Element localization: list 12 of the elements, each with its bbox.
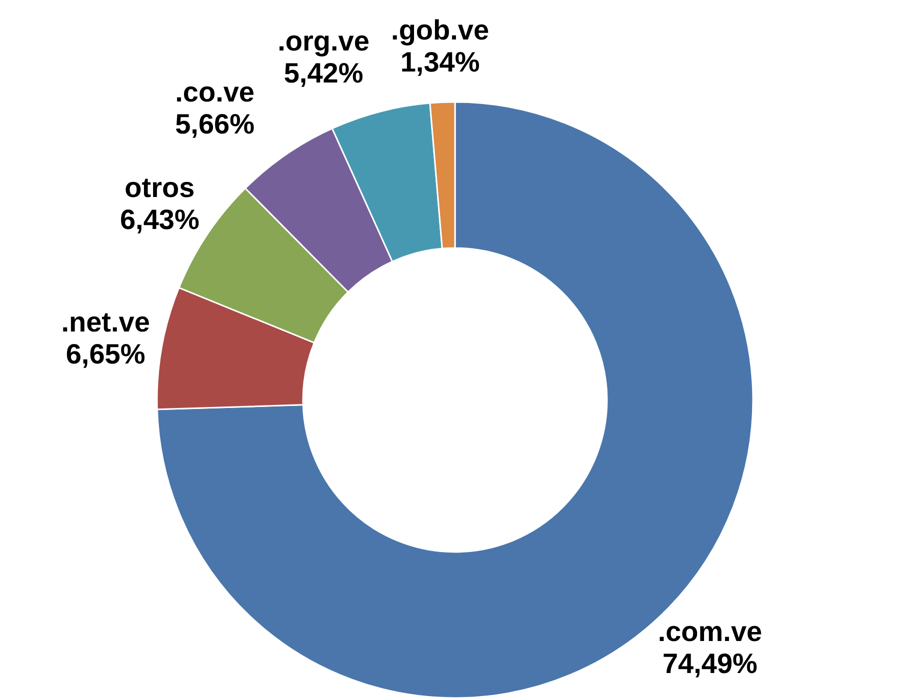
slice-label: .co.ve xyxy=(175,76,255,108)
data-label: 6,65% xyxy=(66,338,146,370)
data-label: 74,49% xyxy=(662,648,758,680)
slice-label: .org.ve xyxy=(278,25,370,56)
slice-label: .net.ve xyxy=(61,306,150,338)
data-label: 5,42% xyxy=(284,57,364,88)
slice-label: .gob.ve xyxy=(391,14,490,46)
data-label: 1,34% xyxy=(400,46,480,78)
slice-label: otros xyxy=(124,172,195,203)
data-label: 5,66% xyxy=(175,108,255,140)
slice-label: .com.ve xyxy=(658,616,762,648)
data-label: 6,43% xyxy=(120,204,200,235)
